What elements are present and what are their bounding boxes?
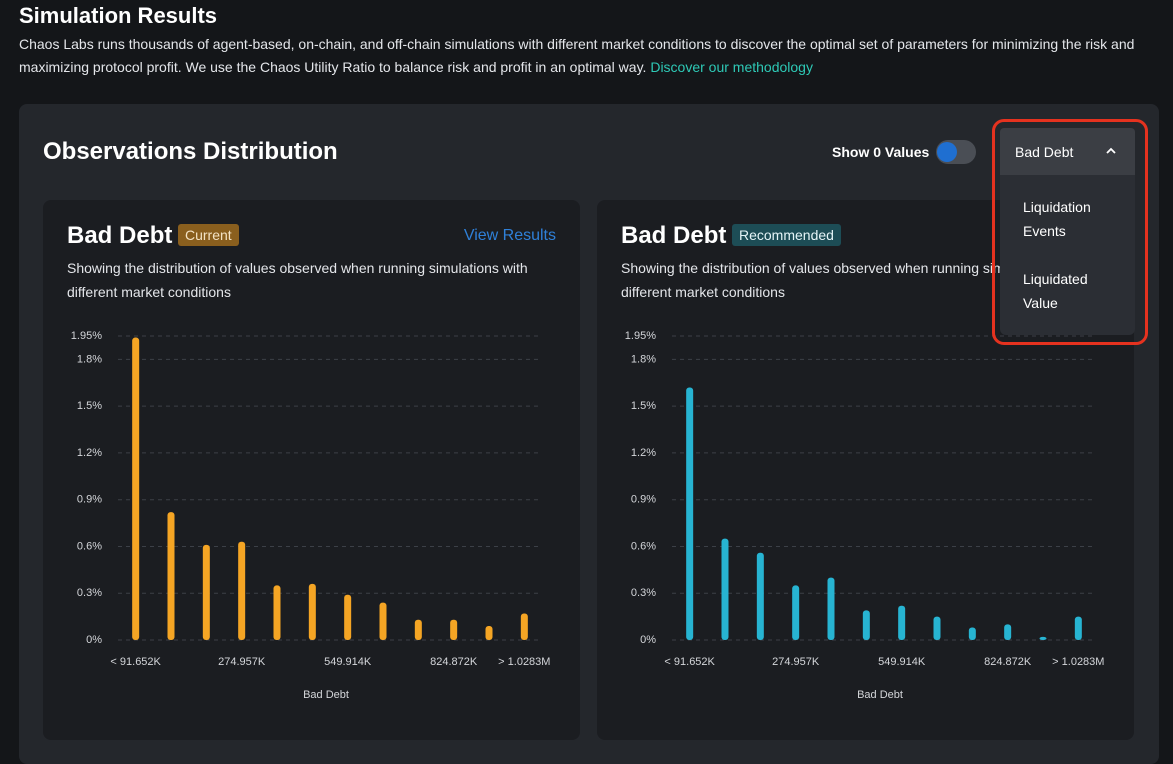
y-tick-label: 0%	[640, 634, 656, 646]
x-tick-label: 549.914K	[878, 656, 926, 668]
bar	[792, 585, 800, 640]
bar	[1074, 616, 1082, 640]
chart: 0% 0.3% 0.6% 0.9% 1.2% 1.5% 1.8% 1.95% < 91.652K…	[71, 330, 551, 701]
bar	[308, 583, 316, 640]
bar	[520, 613, 528, 640]
bar	[379, 602, 387, 640]
bar	[721, 538, 729, 640]
bar	[686, 387, 694, 640]
y-tick-label: 1.2%	[631, 447, 656, 459]
bar	[167, 512, 175, 640]
panel: Bad Debt Current View Results Showing th…	[43, 200, 580, 740]
x-tick-label: 824.872K	[984, 656, 1032, 668]
bar	[756, 552, 764, 640]
description-text: Chaos Labs runs thousands of agent-based…	[19, 36, 1135, 75]
y-tick-label: 1.8%	[77, 353, 102, 365]
bar	[933, 616, 941, 640]
y-tick-label: 0.9%	[631, 494, 656, 506]
bar	[273, 585, 281, 640]
bar	[968, 627, 976, 640]
bar	[238, 541, 246, 640]
y-tick-label: 0.3%	[77, 587, 102, 599]
x-tick-label: 274.957K	[218, 656, 266, 668]
y-tick-label: 1.5%	[631, 400, 656, 412]
dropdown-option[interactable]: Liquidated Value	[1023, 271, 1088, 311]
x-tick-label: 824.872K	[430, 656, 478, 668]
dropdown-selected: Bad Debt	[1015, 144, 1074, 160]
bar	[344, 594, 352, 640]
y-tick-label: 0.3%	[631, 587, 656, 599]
x-axis-label: Bad Debt	[303, 689, 349, 701]
dropdown-menu: Liquidation Events Liquidated Value	[1000, 175, 1135, 335]
x-tick-label: > 1.0283M	[1052, 656, 1104, 668]
y-tick-label: 1.8%	[631, 353, 656, 365]
bar	[485, 625, 493, 640]
toggle[interactable]	[936, 140, 976, 164]
y-tick-label: 0.6%	[77, 540, 102, 552]
panel-title: Bad Debt	[67, 222, 173, 249]
x-tick-label: 549.914K	[324, 656, 372, 668]
panel-description: Showing the distribution of values obser…	[67, 260, 528, 300]
y-tick-label: 1.2%	[77, 447, 102, 459]
y-tick-label: 0%	[86, 634, 102, 646]
y-tick-label: 0.6%	[631, 540, 656, 552]
page: Simulation Results Chaos Labs runs thous…	[19, 3, 1159, 764]
badge: Current	[178, 224, 239, 246]
y-tick-label: 1.95%	[625, 330, 656, 342]
bar	[862, 610, 870, 640]
panel: Bad Debt Recommended Showing the distrib…	[597, 200, 1134, 740]
bar	[450, 619, 458, 640]
dropdown-option[interactable]: Liquidation Events	[1023, 199, 1091, 239]
highlight-outline	[992, 119, 1148, 345]
bar	[1004, 624, 1012, 640]
panel-description: Showing the distribution of values obser…	[621, 260, 1082, 300]
y-tick-label: 1.5%	[77, 400, 102, 412]
chevron-up	[1106, 147, 1116, 154]
page-title: Simulation Results	[19, 3, 218, 28]
bar	[414, 619, 422, 640]
methodology-link[interactable]: Discover our methodology	[650, 59, 813, 75]
panel-title: Bad Debt	[621, 222, 727, 249]
dropdown-button[interactable]: Bad Debt	[1000, 128, 1135, 175]
x-tick-label: > 1.0283M	[498, 656, 550, 668]
x-tick-label: 274.957K	[772, 656, 820, 668]
y-tick-label: 1.95%	[71, 330, 102, 342]
bar	[132, 337, 140, 640]
card-title: Observations Distribution	[43, 138, 338, 165]
bar	[202, 544, 210, 640]
toggle-label: Show 0 Values	[832, 144, 930, 160]
x-tick-label: < 91.652K	[110, 656, 161, 668]
description: Chaos Labs runs thousands of agent-based…	[19, 33, 1159, 79]
bar	[898, 605, 906, 640]
bar	[827, 577, 835, 640]
badge: Recommended	[732, 224, 841, 246]
chart: 0% 0.3% 0.6% 0.9% 1.2% 1.5% 1.8% 1.95% < 91.652K…	[625, 330, 1105, 701]
view-results[interactable]: View Results	[463, 227, 556, 244]
bar	[1039, 636, 1047, 640]
y-tick-label: 0.9%	[77, 494, 102, 506]
x-axis-label: Bad Debt	[857, 689, 903, 701]
x-tick-label: < 91.652K	[664, 656, 715, 668]
